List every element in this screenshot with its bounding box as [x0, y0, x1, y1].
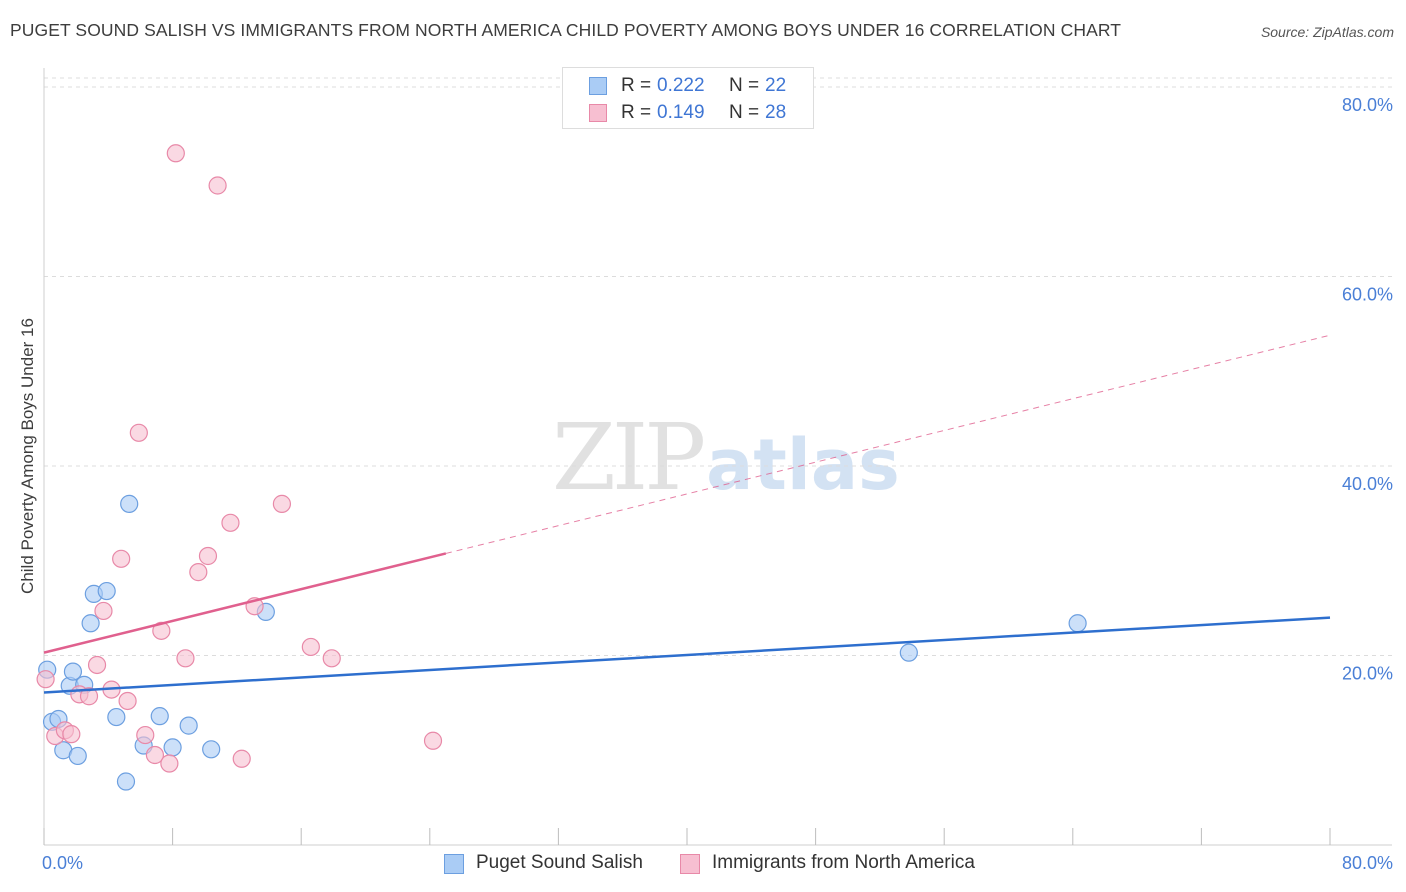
watermark: ZIPatlas: [552, 404, 900, 511]
data-point-pink: [87, 655, 107, 675]
trend-line-blue: [43, 616, 1331, 694]
data-point-blue: [68, 746, 87, 766]
data-point-blue: [107, 707, 126, 727]
bottom-legend-label: Puget Sound Salish: [476, 852, 643, 873]
y-tick-label: 40.0%: [1342, 474, 1393, 494]
data-point-pink: [176, 649, 195, 668]
data-point-pink: [301, 637, 320, 657]
data-point-pink: [189, 563, 208, 582]
bottom-legend-swatch-pink: [680, 854, 700, 874]
data-point-blue: [202, 740, 221, 759]
data-point-blue: [150, 707, 169, 726]
correlation-legend: R = 0.222 N = 22 R = 0.149 N = 28: [562, 67, 814, 129]
watermark-zip: ZIP: [552, 404, 706, 511]
data-point-blue: [1068, 614, 1087, 633]
data-point-pink: [166, 144, 185, 163]
data-point-blue: [899, 643, 918, 662]
data-point-blue: [116, 772, 136, 791]
data-point-pink: [221, 513, 240, 532]
x-tick-label: 80.0%: [1342, 853, 1393, 873]
data-point-pink: [129, 423, 148, 442]
data-point-pink: [145, 745, 165, 765]
legend-n-value: 28: [765, 102, 787, 123]
data-point-pink: [208, 176, 227, 195]
legend-r-label: R =: [621, 75, 652, 96]
data-point-pink: [36, 670, 55, 689]
y-tick-label: 80.0%: [1342, 95, 1393, 115]
data-point-blue: [163, 738, 182, 757]
legend-r-label: R =: [621, 102, 652, 123]
data-point-pink: [94, 601, 113, 621]
legend-r-value: 0.222: [657, 75, 705, 96]
data-point-blue: [120, 494, 139, 513]
legend-swatch-blue: [589, 77, 607, 95]
y-tick-label: 60.0%: [1342, 284, 1393, 304]
data-point-blue: [97, 581, 116, 601]
bottom-legend-label: Immigrants from North America: [712, 852, 975, 873]
data-point-pink: [198, 546, 218, 566]
data-point-blue: [81, 614, 100, 633]
x-tick-label: 0.0%: [42, 853, 83, 873]
legend-n-label: N =: [729, 75, 760, 96]
data-point-blue: [63, 662, 83, 681]
trend-line-pink: [43, 552, 447, 654]
data-point-pink: [322, 649, 341, 668]
data-point-pink: [423, 731, 443, 750]
data-point-pink: [160, 754, 179, 773]
data-point-pink: [272, 494, 292, 513]
legend-r-value: 0.149: [657, 102, 705, 123]
data-point-pink: [62, 725, 81, 744]
trend-line-dashed-pink: [445, 334, 1331, 554]
data-point-pink: [136, 725, 155, 745]
chart-title: PUGET SOUND SALISH VS IMMIGRANTS FROM NO…: [10, 20, 1122, 40]
source-credit: Source: ZipAtlas.com: [1260, 24, 1394, 40]
data-point-pink: [79, 687, 99, 706]
data-point-pink: [118, 691, 137, 711]
legend-n-value: 22: [765, 75, 787, 96]
legend-swatch-pink: [589, 104, 607, 122]
data-point-pink: [152, 621, 171, 640]
bottom-legend-swatch-blue: [444, 854, 464, 874]
data-point-pink: [232, 749, 251, 768]
y-tick-label: 20.0%: [1342, 663, 1393, 683]
data-point-blue: [179, 716, 198, 735]
data-point-pink: [112, 549, 131, 568]
legend-n-label: N =: [729, 102, 760, 123]
